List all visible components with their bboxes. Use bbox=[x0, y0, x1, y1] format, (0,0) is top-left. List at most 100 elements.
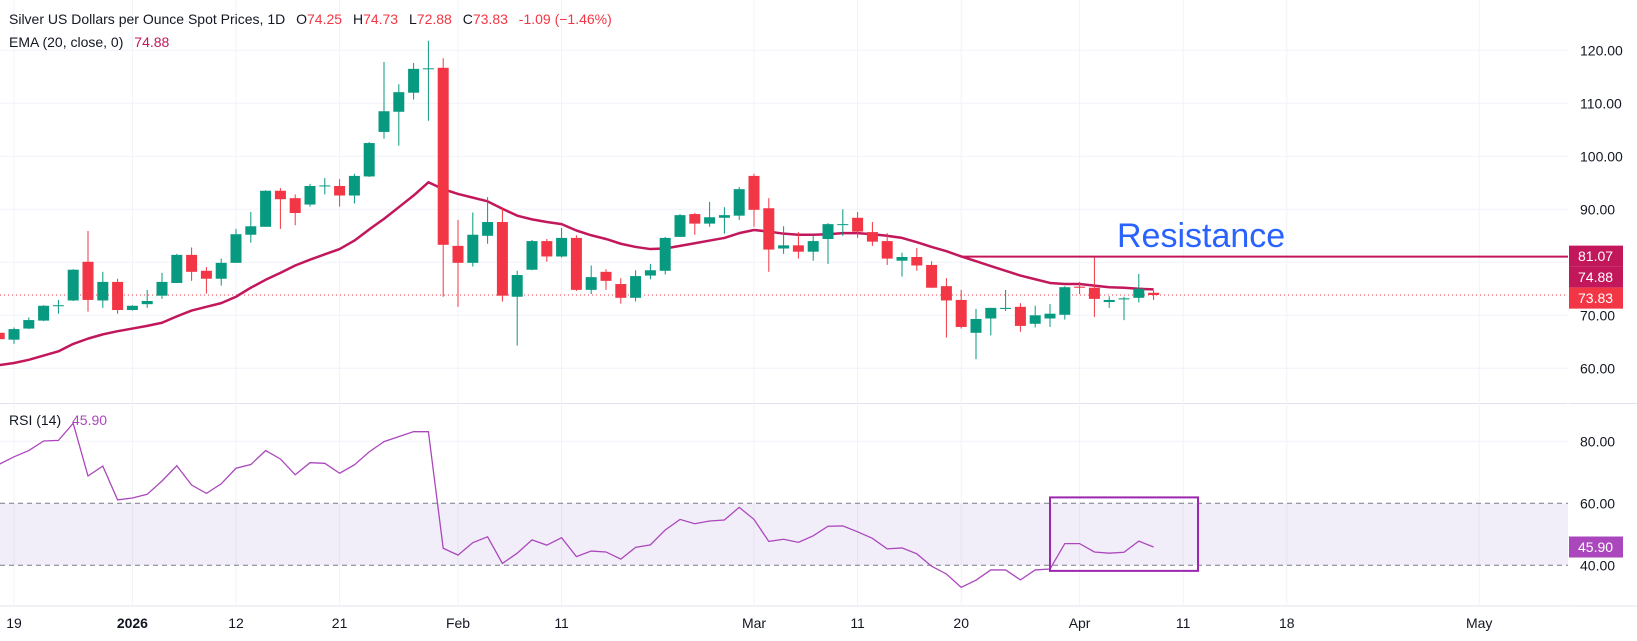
candle-body bbox=[585, 277, 597, 290]
candle bbox=[38, 305, 50, 322]
x-tick-label: 20 bbox=[953, 615, 969, 631]
symbol-title: Silver US Dollars per Ounce Spot Prices,… bbox=[9, 11, 286, 27]
candle bbox=[1059, 286, 1071, 320]
candle-body bbox=[260, 190, 272, 227]
candle bbox=[600, 269, 612, 290]
price-tick-label: 120.00 bbox=[1580, 42, 1623, 58]
rsi-label: RSI (14) bbox=[9, 412, 62, 428]
candle bbox=[852, 211, 864, 238]
candle bbox=[659, 236, 671, 275]
candle bbox=[526, 240, 538, 271]
candle-body bbox=[644, 270, 656, 276]
candle bbox=[970, 308, 982, 360]
x-tick-label: 11 bbox=[554, 615, 569, 631]
candle-body bbox=[1074, 286, 1086, 288]
x-tick-label: May bbox=[1466, 615, 1492, 631]
rsi-tick-label: 60.00 bbox=[1580, 495, 1615, 511]
candle-body bbox=[1029, 315, 1041, 324]
x-tick-label: 18 bbox=[1279, 615, 1295, 631]
candle bbox=[1014, 303, 1026, 332]
candle-body bbox=[1118, 298, 1130, 300]
candle-body bbox=[393, 92, 405, 112]
candle-body bbox=[496, 222, 508, 296]
candle bbox=[1103, 296, 1115, 308]
candle bbox=[482, 197, 494, 244]
candle-body bbox=[659, 237, 671, 271]
candle bbox=[955, 289, 967, 329]
x-tick-label: 2026 bbox=[117, 615, 148, 631]
candle-body bbox=[1088, 287, 1100, 299]
candle-body bbox=[763, 208, 775, 250]
rsi-tick-label: 40.00 bbox=[1580, 557, 1615, 573]
candle-body bbox=[807, 241, 819, 252]
x-tick-label: Mar bbox=[742, 615, 766, 631]
candle-body bbox=[911, 257, 923, 266]
candle-body bbox=[348, 175, 360, 196]
candle-body bbox=[289, 198, 301, 214]
candle-body bbox=[955, 299, 967, 327]
candle bbox=[171, 253, 183, 283]
candle bbox=[778, 226, 790, 254]
candle bbox=[896, 252, 908, 277]
candle bbox=[334, 179, 346, 207]
candle bbox=[570, 235, 582, 291]
candle-body bbox=[230, 234, 242, 263]
rsi-legend[interactable]: RSI (14) 45.90 bbox=[9, 412, 107, 428]
close-value: 73.83 bbox=[472, 11, 508, 27]
candle bbox=[807, 235, 819, 261]
candle bbox=[393, 84, 405, 146]
candle-body bbox=[748, 175, 760, 210]
candle bbox=[304, 183, 316, 207]
candle-body bbox=[467, 234, 479, 263]
candle-body bbox=[0, 332, 5, 340]
ema-legend[interactable]: EMA (20, close, 0) 74.88 bbox=[9, 34, 169, 50]
candle bbox=[674, 214, 686, 237]
candle-body bbox=[274, 190, 286, 200]
candle-body bbox=[541, 241, 553, 257]
candle-body bbox=[38, 305, 50, 321]
candle bbox=[689, 213, 701, 235]
price-tick-label: 60.00 bbox=[1580, 360, 1615, 376]
candle-body bbox=[630, 276, 642, 298]
x-tick-label: 11 bbox=[1176, 615, 1191, 631]
candle bbox=[704, 201, 716, 227]
candle bbox=[422, 40, 434, 121]
candle-body bbox=[408, 68, 420, 93]
candle-body bbox=[437, 67, 449, 245]
candle-body bbox=[866, 232, 878, 242]
resistance-label: Resistance bbox=[1117, 217, 1285, 255]
candle-body bbox=[1103, 299, 1115, 303]
candle bbox=[1000, 289, 1012, 312]
candle-body bbox=[304, 185, 316, 205]
candle bbox=[8, 327, 20, 344]
main-legend: Silver US Dollars per Ounce Spot Prices,… bbox=[9, 11, 612, 27]
candle-body bbox=[837, 224, 849, 226]
candle-body bbox=[97, 281, 109, 301]
candle bbox=[52, 299, 64, 314]
low-value: 72.88 bbox=[416, 11, 452, 27]
candle bbox=[112, 278, 124, 314]
candle-body bbox=[704, 217, 716, 224]
candle bbox=[926, 261, 938, 288]
low-label: L bbox=[409, 11, 417, 27]
candle bbox=[585, 265, 597, 295]
candle-body bbox=[67, 269, 79, 301]
candle bbox=[733, 187, 745, 220]
candle bbox=[378, 61, 390, 139]
x-tick-label: 21 bbox=[332, 615, 348, 631]
candle-body bbox=[1148, 292, 1160, 296]
candle-body bbox=[600, 271, 612, 281]
open-label: O bbox=[296, 11, 307, 27]
x-tick-label: Apr bbox=[1069, 615, 1091, 631]
candle-body bbox=[452, 245, 464, 263]
candle-body bbox=[985, 307, 997, 319]
candle bbox=[245, 211, 257, 243]
candle bbox=[911, 247, 923, 271]
candle-body bbox=[689, 214, 701, 224]
candle-body bbox=[141, 300, 153, 305]
candle-body bbox=[615, 284, 627, 298]
candle bbox=[792, 232, 804, 259]
candle bbox=[822, 223, 834, 264]
candle bbox=[186, 247, 198, 281]
